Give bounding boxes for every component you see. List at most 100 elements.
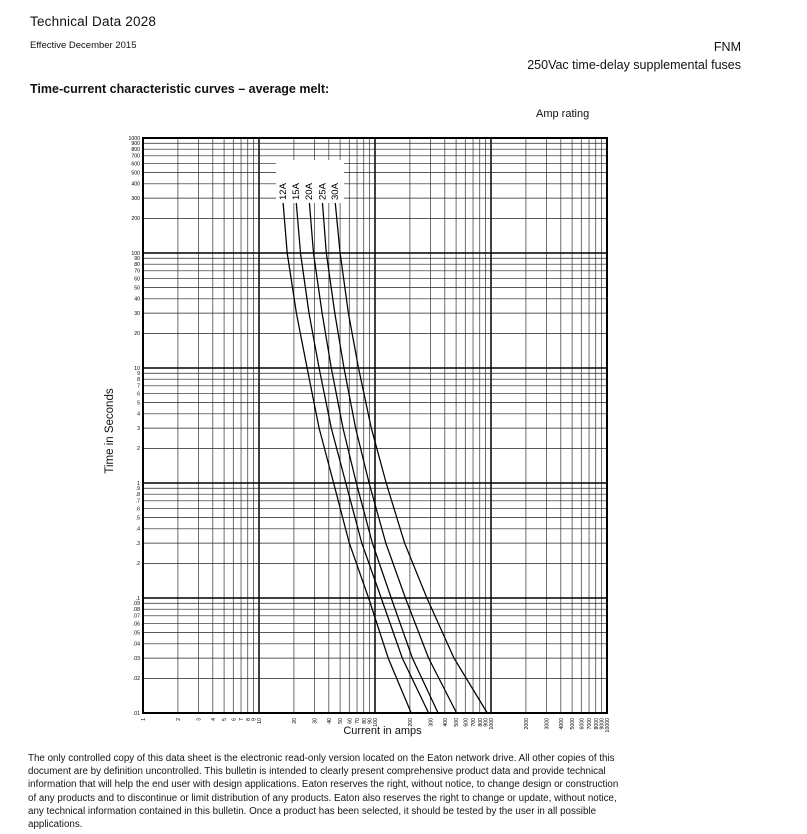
y-tick: .08 <box>133 607 140 613</box>
x-tick: 2000 <box>524 718 530 730</box>
y-axis-title: Time in Seconds <box>104 388 116 474</box>
product-name: FNM <box>713 40 741 54</box>
y-tick: .07 <box>133 614 140 620</box>
y-tick: .3 <box>136 541 140 547</box>
x-tick: 1000 <box>489 718 495 730</box>
y-tick: .1 <box>136 596 140 602</box>
x-tick: 7000 <box>587 718 593 730</box>
y-tick: 600 <box>131 161 140 167</box>
y-tick: 2 <box>137 446 140 452</box>
x-tick: 80 <box>362 718 368 724</box>
x-tick: 4000 <box>559 718 565 730</box>
x-tick: 6 <box>231 718 237 721</box>
curve-label-12A: 12A <box>278 182 289 200</box>
x-axis-title: Current in amps <box>343 725 422 737</box>
y-tick: 4 <box>137 412 140 418</box>
x-tick: 20 <box>292 718 298 724</box>
y-tick: .05 <box>133 630 140 636</box>
y-tick: .7 <box>136 499 140 505</box>
x-tick: 9000 <box>600 718 606 730</box>
curve-label-30A: 30A <box>330 182 341 200</box>
plot-border <box>142 137 608 714</box>
y-tick: 9 <box>137 371 140 377</box>
curve-label-20A: 20A <box>304 182 315 200</box>
x-tick: 1 <box>141 718 147 721</box>
fuse-curves <box>282 198 488 714</box>
time-current-chart: 12A 15A 20A 25A 30A1000900800700600500400300… <box>128 136 611 733</box>
y-tick: 7 <box>137 384 140 390</box>
y-tick: .02 <box>133 676 140 682</box>
y-tick: .6 <box>136 506 140 512</box>
curve-25A <box>321 198 458 714</box>
x-tick: 7 <box>239 718 245 721</box>
y-tick: .09 <box>133 601 140 607</box>
y-tick: 100 <box>131 251 140 257</box>
curve-label-15A: 15A <box>291 182 302 200</box>
x-tick: 30 <box>312 718 318 724</box>
x-tick: 6000 <box>579 718 585 730</box>
curve-15A <box>295 198 430 714</box>
curve-20A <box>308 198 439 714</box>
y-tick: .03 <box>133 656 140 662</box>
y-tick: 30 <box>134 311 140 317</box>
y-tick: .8 <box>136 492 140 498</box>
y-tick: 20 <box>134 331 140 337</box>
y-tick: 6 <box>137 391 140 397</box>
x-tick: 50 <box>338 718 344 724</box>
y-tick: .06 <box>133 621 140 627</box>
y-tick: 1000 <box>128 136 140 142</box>
x-tick: 600 <box>463 718 469 727</box>
x-tick: 8000 <box>594 718 600 730</box>
curve-label-backdrop <box>276 160 344 203</box>
y-tick: 700 <box>131 154 140 160</box>
footer-disclaimer: The only controlled copy of this data sh… <box>28 753 619 831</box>
x-tick: 10000 <box>605 718 611 733</box>
y-tick: 400 <box>131 182 140 188</box>
x-tick: 60 <box>347 718 353 724</box>
x-tick: 5000 <box>570 718 576 730</box>
section-title: Time-current characteristic curves – ave… <box>30 82 330 96</box>
y-tick: 3 <box>137 426 140 432</box>
y-tick: 5 <box>137 400 140 406</box>
y-tick: .01 <box>133 711 140 717</box>
y-tick: .2 <box>136 561 140 567</box>
y-tick: 200 <box>131 216 140 222</box>
y-tick: 900 <box>131 141 140 147</box>
curve-30A <box>334 198 488 714</box>
x-tick: 5 <box>222 718 228 721</box>
x-tick: 3000 <box>544 718 550 730</box>
doc-title: Technical Data 2028 <box>30 14 157 29</box>
y-tick: 1 <box>137 481 140 487</box>
x-tick: 4 <box>211 718 217 721</box>
x-tick: 900 <box>484 718 490 727</box>
y-tick: .9 <box>136 486 140 492</box>
curve-label-25A: 25A <box>317 182 328 200</box>
x-tick: 40 <box>327 718 333 724</box>
y-tick: 500 <box>131 170 140 176</box>
curve-labels: 12A 15A 20A 25A 30A <box>278 182 341 200</box>
y-tick: 50 <box>134 285 140 291</box>
x-tick: 2 <box>176 718 182 721</box>
x-tick: 3 <box>196 718 202 721</box>
curve-12A <box>282 198 412 714</box>
x-tick: 90 <box>368 718 374 724</box>
y-tick: .4 <box>136 527 140 533</box>
x-tick: 8 <box>246 718 252 721</box>
y-tick: 80 <box>134 262 140 268</box>
y-tick: 8 <box>137 377 140 383</box>
y-tick: 70 <box>134 269 140 275</box>
x-tick: 10 <box>257 718 263 724</box>
y-tick: 10 <box>134 366 140 372</box>
product-subtitle: 250Vac time-delay supplemental fuses <box>527 58 741 72</box>
product-header: FNM 250Vac time-delay supplemental fuses <box>527 38 741 74</box>
x-tick: 700 <box>471 718 477 727</box>
y-tick: .5 <box>136 515 140 521</box>
x-tick: 800 <box>478 718 484 727</box>
y-tick: 60 <box>134 276 140 282</box>
y-tick: 800 <box>131 147 140 153</box>
grid <box>142 137 608 714</box>
x-tick: 70 <box>355 718 361 724</box>
y-tick: .04 <box>133 642 140 648</box>
